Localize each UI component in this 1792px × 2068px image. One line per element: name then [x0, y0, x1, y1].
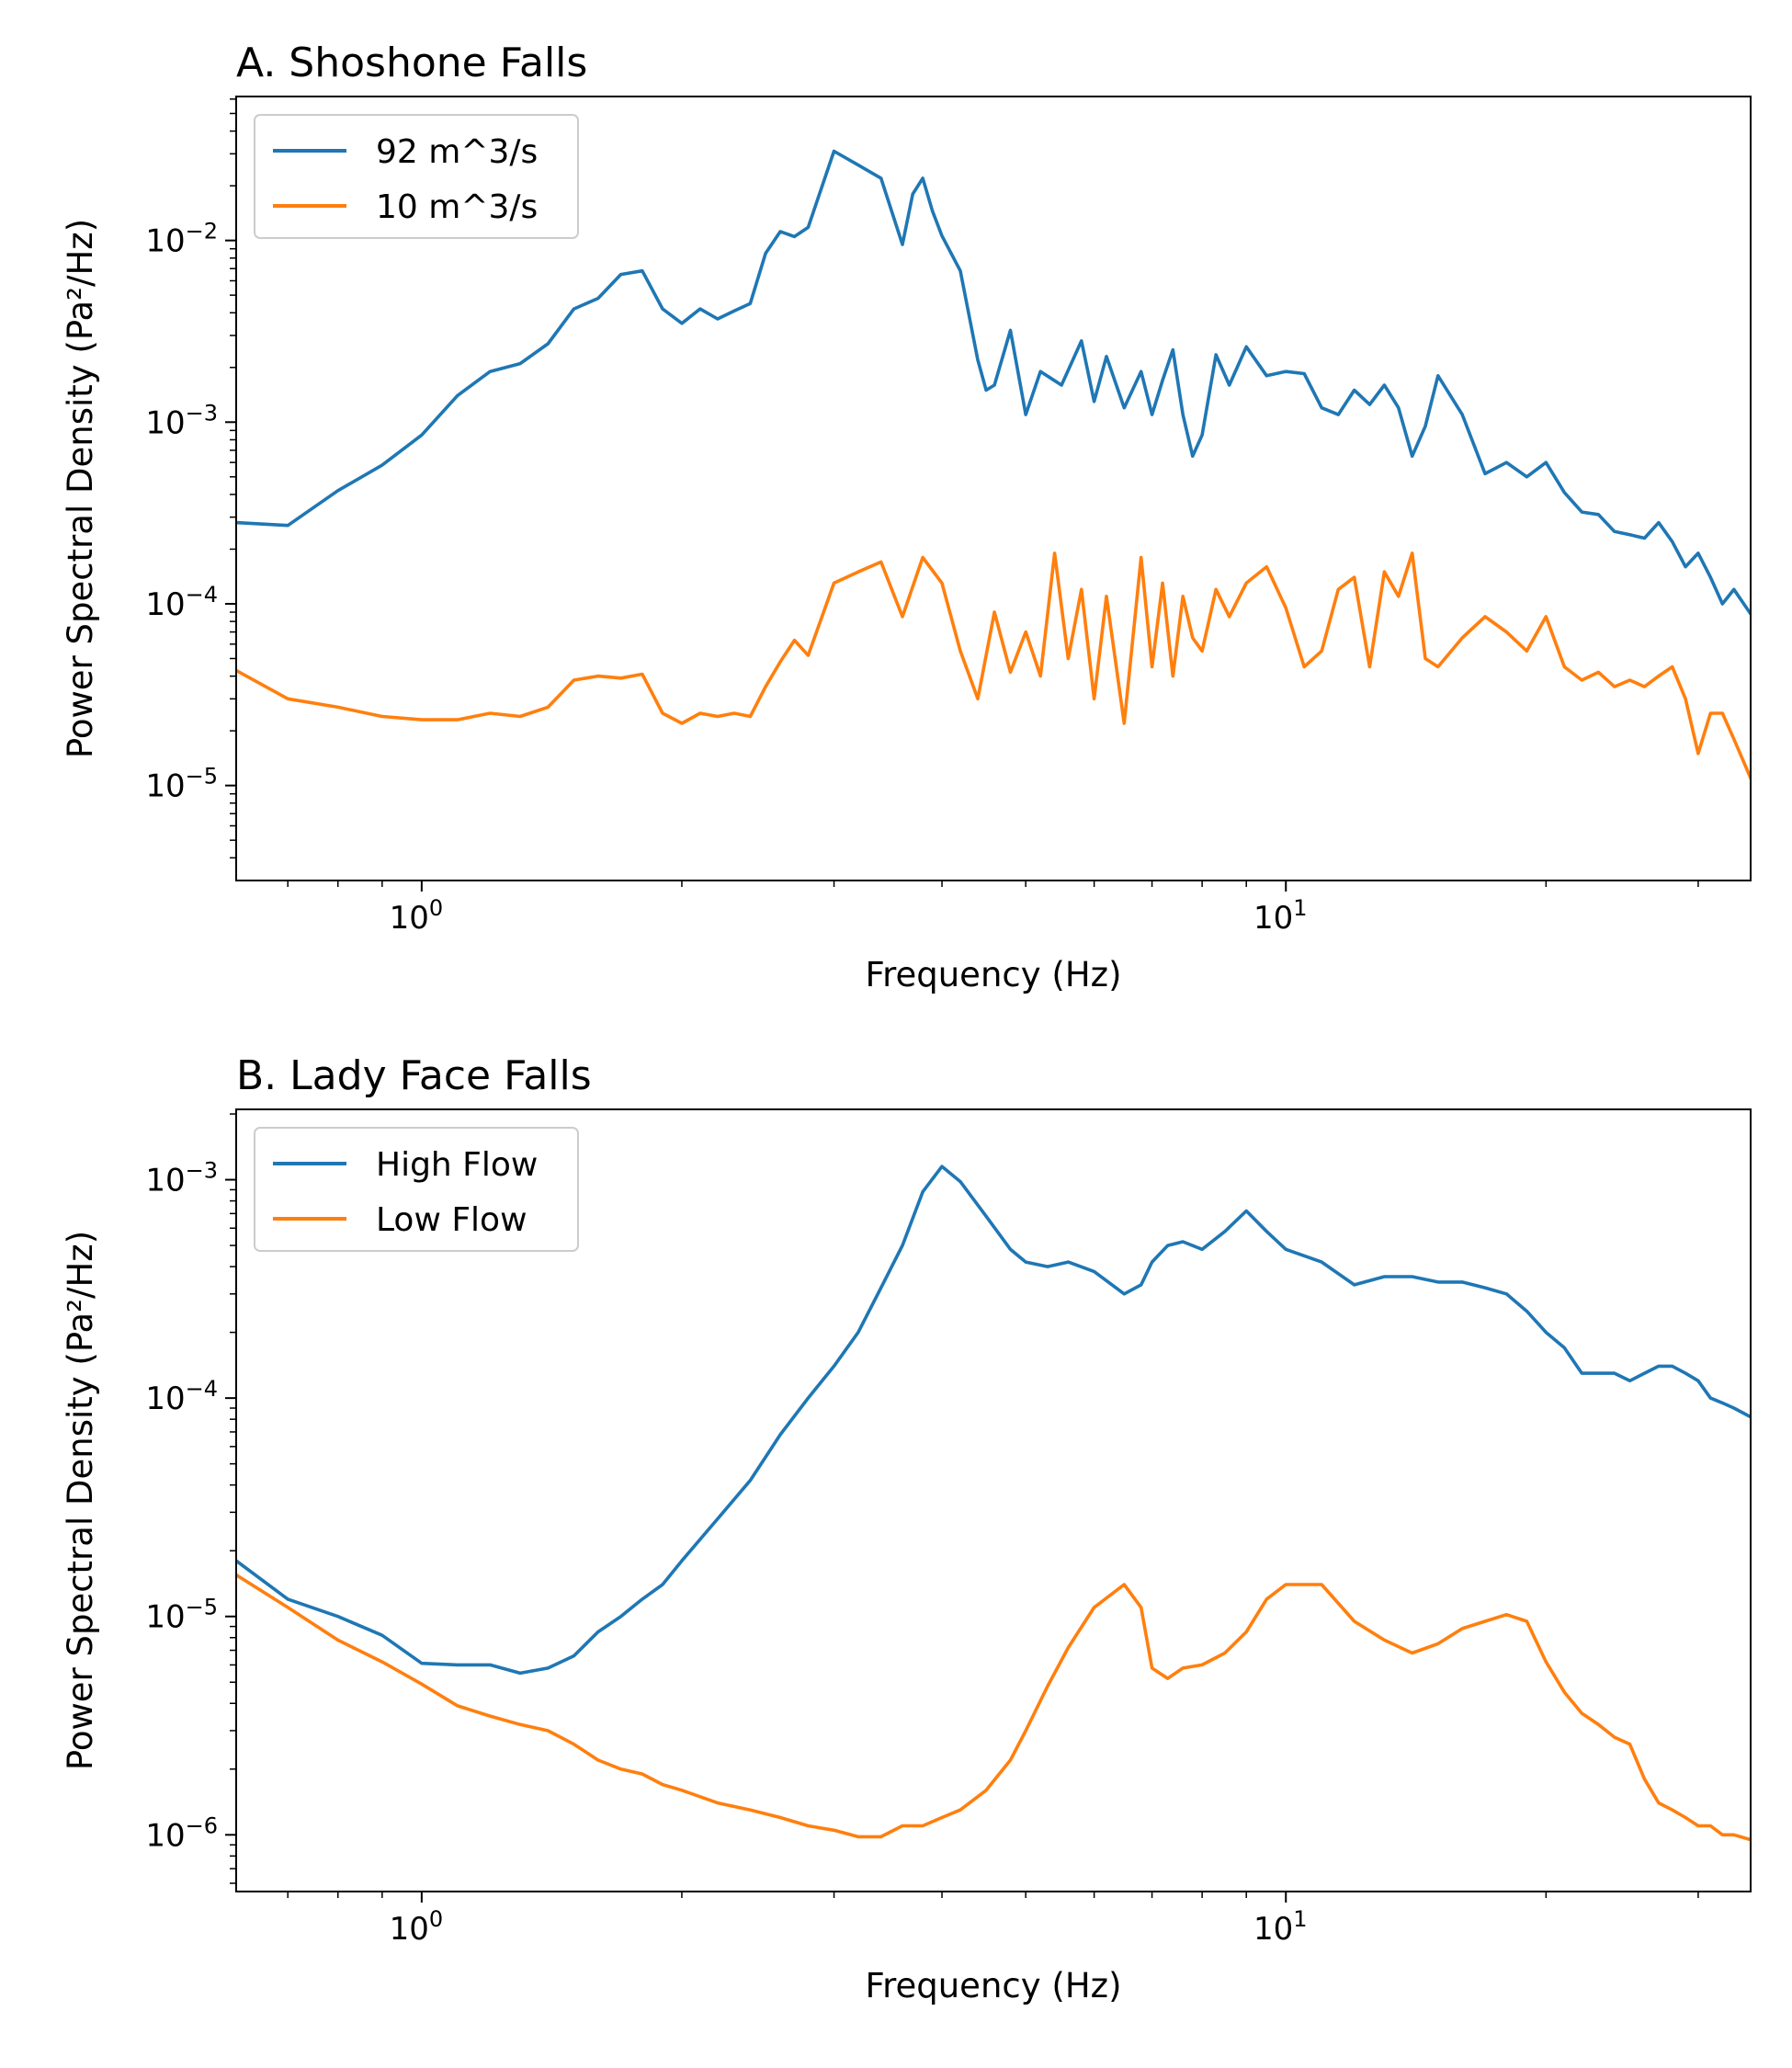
series-line-2: [236, 1573, 1751, 1842]
y-axis-label: Power Spectral Density (Pa²/Hz): [61, 219, 100, 758]
series-line-1: [236, 1165, 1751, 1676]
x-tick-label: 101: [1253, 1906, 1308, 1948]
chart-panel-1: 100 101 10−2 10−3 10−4 10−5 A. Shoshone Falls F…: [61, 40, 1752, 994]
chart-panel-2: 100 101 10−3 10−4 10−5 10−6 B. Lady Face Falls…: [61, 1052, 1752, 2006]
y-tick-label: 10−5: [145, 764, 218, 805]
legend-label-2: 10 m^3/s: [376, 188, 538, 226]
y-axis-label: Power Spectral Density (Pa²/Hz): [61, 1231, 100, 1770]
x-tick-label: 100: [390, 1906, 444, 1948]
y-tick-label: 10−5: [145, 1595, 218, 1636]
x-tick-label: 101: [1253, 895, 1308, 937]
y-tick-label: 10−4: [145, 1376, 218, 1417]
y-tick-label: 10−4: [145, 582, 218, 623]
chart-title: A. Shoshone Falls: [236, 40, 587, 86]
x-axis-label: Frequency (Hz): [865, 955, 1121, 994]
axes-frame: [235, 96, 1752, 881]
series-line-1: [236, 149, 1751, 616]
x-tick-label: 100: [390, 895, 444, 937]
legend-label-2: Low Flow: [376, 1201, 527, 1239]
axes-frame: [235, 1108, 1752, 1892]
y-tick-label: 10−3: [145, 400, 218, 441]
series-line-2: [236, 551, 1751, 780]
y-tick-label: 10−3: [145, 1158, 218, 1199]
chart-title: B. Lady Face Falls: [236, 1052, 592, 1099]
legend-label-1: 92 m^3/s: [376, 133, 538, 171]
y-tick-label: 10−2: [145, 219, 218, 260]
legend: 92 m^3/s 10 m^3/s: [254, 114, 579, 239]
legend-label-1: High Flow: [376, 1146, 538, 1184]
y-tick-label: 10−6: [145, 1812, 218, 1854]
legend: High Flow Low Flow: [254, 1127, 579, 1252]
x-axis-label: Frequency (Hz): [865, 1966, 1121, 2006]
